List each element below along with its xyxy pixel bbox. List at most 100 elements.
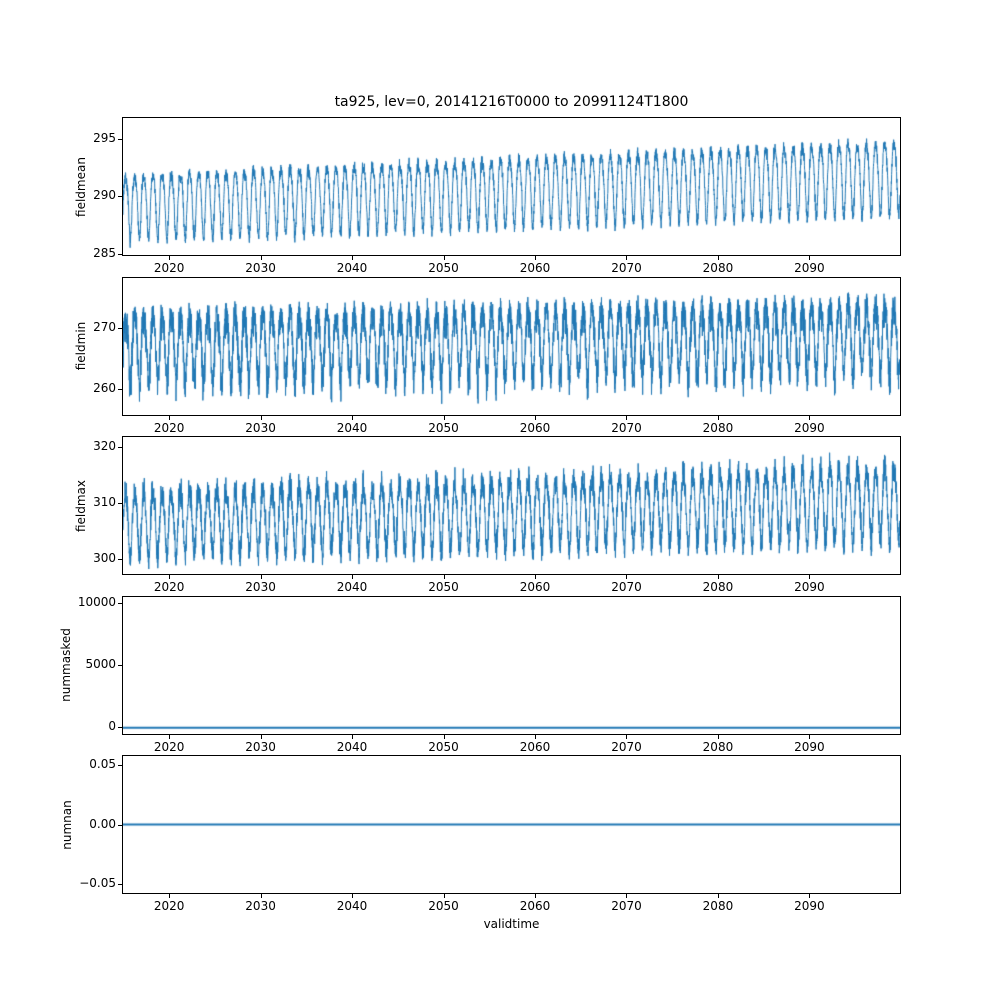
y-tick-label: 290 bbox=[93, 188, 116, 203]
x-tick-label: 2040 bbox=[336, 899, 368, 913]
x-tick-mark bbox=[809, 575, 811, 579]
y-axis-label-fieldmin: fieldmin bbox=[74, 321, 88, 371]
y-tick-mark bbox=[118, 389, 122, 391]
x-tick-label: 2030 bbox=[245, 899, 276, 913]
x-tick-label: 2080 bbox=[702, 739, 734, 754]
plot-area-numnan bbox=[122, 755, 901, 894]
x-tick-label: 2080 bbox=[702, 420, 734, 435]
x-tick-mark bbox=[260, 894, 262, 898]
x-tick-label: 2070 bbox=[611, 580, 642, 594]
x-tick-mark bbox=[260, 575, 262, 579]
x-tick-mark bbox=[169, 415, 171, 420]
x-tick-mark bbox=[809, 894, 811, 898]
x-tick-mark bbox=[626, 415, 628, 420]
x-tick-label: 2060 bbox=[519, 261, 551, 275]
x-tick-label: 2060 bbox=[519, 420, 551, 435]
x-tick-label: 2020 bbox=[153, 261, 185, 275]
x-tick-mark bbox=[352, 894, 354, 898]
plot-area-nummasked bbox=[122, 595, 901, 735]
x-tick-label: 2020 bbox=[153, 899, 185, 913]
y-tick-mark bbox=[118, 196, 122, 198]
x-tick-label: 2050 bbox=[428, 420, 459, 435]
x-tick-mark bbox=[169, 256, 171, 260]
x-tick-mark bbox=[535, 894, 536, 898]
x-tick-mark bbox=[169, 894, 171, 898]
x-tick-mark bbox=[169, 575, 171, 579]
x-tick-label: 2080 bbox=[702, 580, 734, 594]
y-tick-label: 10000 bbox=[77, 594, 116, 609]
y-axis-label-fieldmean: fieldmean bbox=[74, 156, 88, 217]
x-tick-mark bbox=[352, 575, 354, 579]
x-tick-mark bbox=[626, 575, 628, 579]
y-tick-mark bbox=[118, 764, 122, 766]
x-tick-label: 2070 bbox=[611, 261, 642, 275]
x-tick-label: 2050 bbox=[428, 261, 459, 275]
chart-title: ta925, lev=0, 20141216T0000 to 20991124T… bbox=[334, 94, 689, 110]
y-tick-label: 285 bbox=[93, 245, 116, 260]
y-tick-mark bbox=[118, 884, 122, 886]
y-tick-label: 260 bbox=[93, 381, 116, 396]
plot-area-fieldmin bbox=[122, 276, 901, 416]
x-tick-label: 2040 bbox=[336, 261, 368, 275]
y-tick-label: 0.05 bbox=[89, 756, 116, 771]
series-line-nummasked bbox=[123, 596, 900, 734]
x-tick-label: 2060 bbox=[519, 899, 551, 913]
x-tick-mark bbox=[443, 894, 445, 898]
y-axis-label-fieldmax: fieldmax bbox=[74, 479, 88, 532]
y-tick-label: 0 bbox=[108, 719, 116, 734]
plot-area-fieldmax bbox=[122, 436, 901, 575]
x-tick-label: 2050 bbox=[428, 899, 459, 913]
series-line-fieldmean bbox=[123, 118, 900, 255]
x-tick-label: 2070 bbox=[611, 420, 642, 435]
y-tick-label: −0.05 bbox=[79, 876, 116, 891]
x-tick-mark bbox=[352, 734, 354, 739]
x-tick-label: 2020 bbox=[153, 739, 185, 754]
x-tick-mark bbox=[717, 256, 719, 260]
y-axis-label-nummasked: nummasked bbox=[59, 628, 73, 702]
y-tick-mark bbox=[118, 138, 122, 140]
x-tick-label: 2090 bbox=[794, 580, 825, 594]
x-tick-mark bbox=[443, 734, 445, 739]
x-tick-mark bbox=[717, 894, 719, 898]
y-tick-mark bbox=[118, 727, 122, 729]
x-tick-mark bbox=[717, 415, 719, 420]
x-tick-mark bbox=[535, 575, 536, 579]
x-tick-mark bbox=[626, 256, 628, 260]
x-tick-label: 2090 bbox=[794, 739, 825, 754]
x-tick-label: 2050 bbox=[428, 580, 459, 594]
y-tick-label: 0.00 bbox=[89, 816, 116, 831]
x-tick-mark bbox=[809, 734, 811, 739]
x-tick-label: 2060 bbox=[519, 739, 551, 754]
x-tick-mark bbox=[352, 415, 354, 420]
y-tick-mark bbox=[118, 503, 122, 505]
x-tick-label: 2040 bbox=[336, 580, 368, 594]
y-tick-mark bbox=[118, 447, 122, 449]
x-tick-label: 2090 bbox=[794, 899, 825, 913]
x-tick-mark bbox=[443, 415, 445, 420]
x-tick-mark bbox=[260, 734, 262, 739]
x-tick-mark bbox=[169, 734, 171, 739]
x-tick-label: 2050 bbox=[428, 739, 459, 754]
x-tick-mark bbox=[352, 256, 354, 260]
x-tick-mark bbox=[443, 575, 445, 579]
x-tick-label: 2090 bbox=[794, 261, 825, 275]
x-tick-label: 2060 bbox=[519, 580, 551, 594]
x-axis-label: validtime bbox=[483, 917, 540, 931]
series-line-fieldmin bbox=[123, 277, 900, 415]
y-tick-mark bbox=[118, 559, 122, 561]
x-tick-label: 2090 bbox=[794, 420, 825, 435]
y-tick-label: 270 bbox=[93, 320, 116, 335]
y-tick-mark bbox=[118, 602, 122, 604]
plot-area-fieldmean bbox=[122, 117, 901, 256]
x-tick-label: 2020 bbox=[153, 580, 185, 594]
y-tick-label: 295 bbox=[93, 130, 116, 145]
x-tick-mark bbox=[535, 415, 536, 420]
x-tick-label: 2030 bbox=[245, 261, 276, 275]
y-tick-label: 320 bbox=[93, 439, 116, 454]
x-tick-mark bbox=[535, 256, 536, 260]
x-tick-label: 2030 bbox=[245, 420, 276, 435]
y-tick-label: 310 bbox=[93, 495, 116, 510]
x-tick-mark bbox=[717, 734, 719, 739]
y-tick-mark bbox=[118, 328, 122, 330]
